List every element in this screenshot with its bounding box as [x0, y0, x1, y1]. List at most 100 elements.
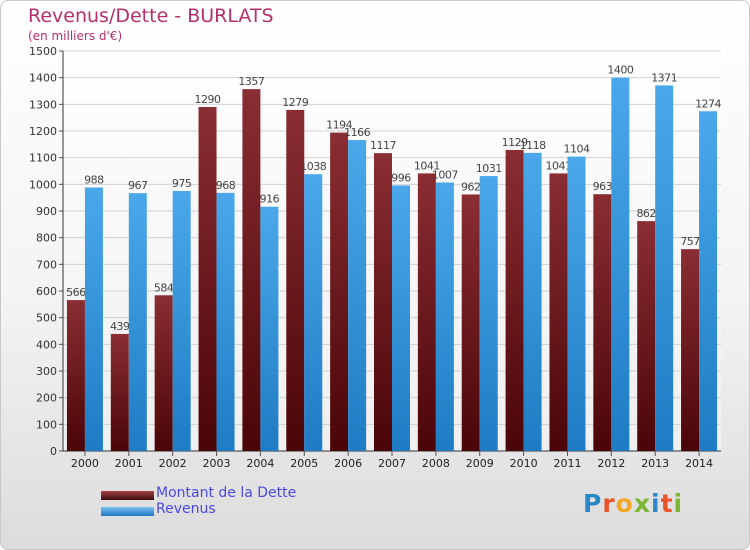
- bar-revenus: [655, 85, 674, 452]
- x-tick-label: 2004: [246, 457, 274, 470]
- y-tick-label: 1500: [29, 45, 57, 58]
- bar-revenus: [435, 182, 454, 451]
- bar-revenus: [611, 77, 630, 452]
- data-label: 757: [680, 235, 700, 248]
- bar-revenus: [567, 156, 586, 451]
- data-label: 1400: [607, 64, 633, 77]
- x-tick-label: 2009: [466, 457, 494, 470]
- y-tick-label: 300: [36, 365, 57, 378]
- bar-dette: [330, 132, 349, 451]
- bar-dette: [681, 249, 700, 451]
- bar-dette: [461, 194, 480, 451]
- bar-dette: [417, 173, 436, 451]
- y-tick-label: 0: [50, 445, 57, 458]
- y-tick-label: 600: [36, 285, 57, 298]
- data-label: 1279: [282, 96, 308, 109]
- data-label: 1166: [344, 126, 370, 139]
- x-tick-label: 2013: [641, 457, 669, 470]
- x-tick-label: 2000: [71, 457, 99, 470]
- data-label: 1007: [432, 168, 458, 181]
- bar-revenus: [523, 152, 542, 451]
- logo-letter: x: [633, 489, 651, 518]
- y-tick-label: 1400: [29, 72, 57, 85]
- x-tick-label: 2011: [553, 457, 581, 470]
- data-label: 963: [593, 180, 613, 193]
- data-label: 967: [128, 179, 148, 192]
- bar-revenus: [172, 191, 191, 451]
- y-tick-label: 800: [36, 232, 57, 245]
- legend-label-revenus: Revenus: [156, 501, 216, 517]
- y-tick-label: 1300: [29, 98, 57, 111]
- x-tick-label: 2007: [378, 457, 406, 470]
- x-tick-label: 2003: [203, 457, 231, 470]
- data-label: 968: [216, 179, 236, 192]
- chart-subtitle: (en milliers d'€): [28, 29, 123, 43]
- bar-revenus: [392, 185, 410, 451]
- bar-revenus: [260, 206, 279, 451]
- bar-dette: [637, 221, 656, 451]
- data-label: 1041: [414, 159, 440, 172]
- chart-title: Revenus/Dette - BURLATS: [28, 5, 274, 27]
- logo-letter: t: [660, 489, 674, 518]
- data-label: 1041: [545, 159, 571, 172]
- bar-dette: [242, 89, 261, 451]
- bar-revenus: [479, 176, 498, 452]
- data-label: 1371: [651, 71, 677, 84]
- y-tick-label: 1100: [29, 152, 57, 165]
- y-tick-label: 500: [36, 312, 57, 325]
- data-label: 1274: [695, 97, 721, 110]
- data-label: 1129: [502, 136, 528, 149]
- y-tick-label: 1200: [29, 125, 57, 138]
- bar-dette: [505, 149, 524, 451]
- x-tick-label: 2012: [597, 457, 625, 470]
- x-tick-label: 2002: [159, 457, 187, 470]
- y-tick-label: 700: [36, 258, 57, 271]
- bar-revenus: [699, 111, 718, 452]
- bar-dette: [66, 300, 85, 451]
- y-tick-label: 200: [36, 392, 57, 405]
- y-tick-label: 100: [36, 418, 57, 431]
- x-tick-label: 2010: [510, 457, 538, 470]
- y-tick-label: 1000: [29, 178, 57, 191]
- data-label: 439: [110, 320, 130, 333]
- data-label: 862: [636, 207, 656, 220]
- bar-revenus: [216, 192, 235, 451]
- legend-swatch-revenus: [101, 507, 154, 516]
- data-label: 988: [84, 174, 104, 187]
- data-label: 1118: [520, 139, 546, 152]
- data-label: 1117: [370, 139, 396, 152]
- data-label: 1290: [195, 93, 221, 106]
- data-label: 996: [391, 171, 411, 184]
- bar-revenus: [348, 140, 367, 452]
- data-label: 1357: [238, 75, 264, 88]
- legend-swatch-dette: [101, 491, 154, 500]
- bar-dette: [154, 295, 173, 451]
- x-tick-label: 2008: [422, 457, 450, 470]
- data-label: 916: [260, 193, 280, 206]
- data-label: 1031: [476, 162, 502, 175]
- data-label: 584: [154, 281, 174, 294]
- data-label: 1038: [300, 160, 326, 173]
- x-tick-label: 2005: [290, 457, 318, 470]
- proxiti-logo: Proxiti: [583, 489, 683, 518]
- y-tick-label: 400: [36, 338, 57, 351]
- data-label: 962: [461, 180, 481, 193]
- logo-letter: P: [583, 489, 603, 518]
- data-label: 1194: [326, 119, 352, 132]
- logo-letter: r: [602, 489, 616, 518]
- x-tick-label: 2014: [685, 457, 713, 470]
- bar-dette: [198, 107, 217, 451]
- data-label: 975: [172, 177, 192, 190]
- x-tick-label: 2006: [334, 457, 362, 470]
- bar-dette: [286, 109, 305, 451]
- logo-letter: o: [615, 489, 634, 518]
- legend-label-dette: Montant de la Dette: [156, 485, 297, 501]
- bar-dette: [593, 194, 612, 451]
- x-tick-label: 2001: [115, 457, 143, 470]
- logo-letter: i: [673, 489, 684, 518]
- y-tick-label: 900: [36, 205, 57, 218]
- bar-revenus: [304, 174, 323, 451]
- bar-dette: [110, 333, 129, 451]
